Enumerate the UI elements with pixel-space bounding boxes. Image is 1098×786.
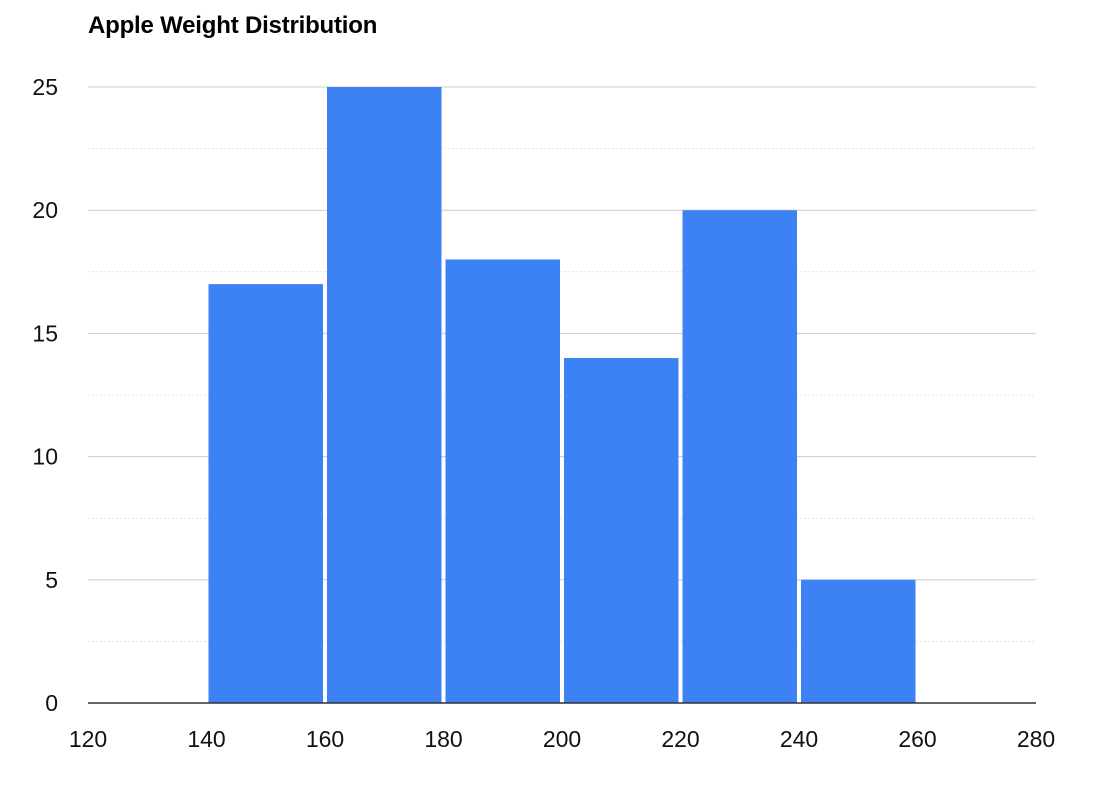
histogram-bar-220-240	[682, 210, 797, 703]
histogram-bar-160-180	[327, 87, 442, 703]
x-tick-label: 200	[543, 726, 581, 752]
x-tick-label: 260	[898, 726, 936, 752]
x-tick-label: 280	[1017, 726, 1055, 752]
y-tick-label: 5	[45, 567, 58, 593]
histogram-bar-200-220	[564, 358, 679, 703]
x-tick-label: 120	[69, 726, 107, 752]
histogram-bar-140-160	[208, 284, 323, 703]
histogram-bar-240-260	[801, 579, 916, 703]
y-tick-label: 20	[32, 197, 58, 223]
y-tick-label: 15	[32, 320, 58, 346]
histogram-bars	[208, 87, 916, 703]
x-tick-label: 140	[187, 726, 225, 752]
y-tick-label: 25	[32, 74, 58, 100]
histogram-bar-180-200	[445, 259, 560, 703]
y-tick-label: 10	[32, 444, 58, 470]
x-tick-label: 160	[306, 726, 344, 752]
x-tick-label: 180	[424, 726, 462, 752]
x-axis-tick-labels: 120 140 160 180 200 220 240 260 280	[69, 726, 1055, 752]
x-tick-label: 220	[661, 726, 699, 752]
y-tick-label: 0	[45, 690, 58, 716]
y-axis-tick-labels: 0 5 10 15 20 25	[32, 74, 58, 716]
chart-title: Apple Weight Distribution	[88, 12, 378, 39]
x-tick-label: 240	[780, 726, 818, 752]
